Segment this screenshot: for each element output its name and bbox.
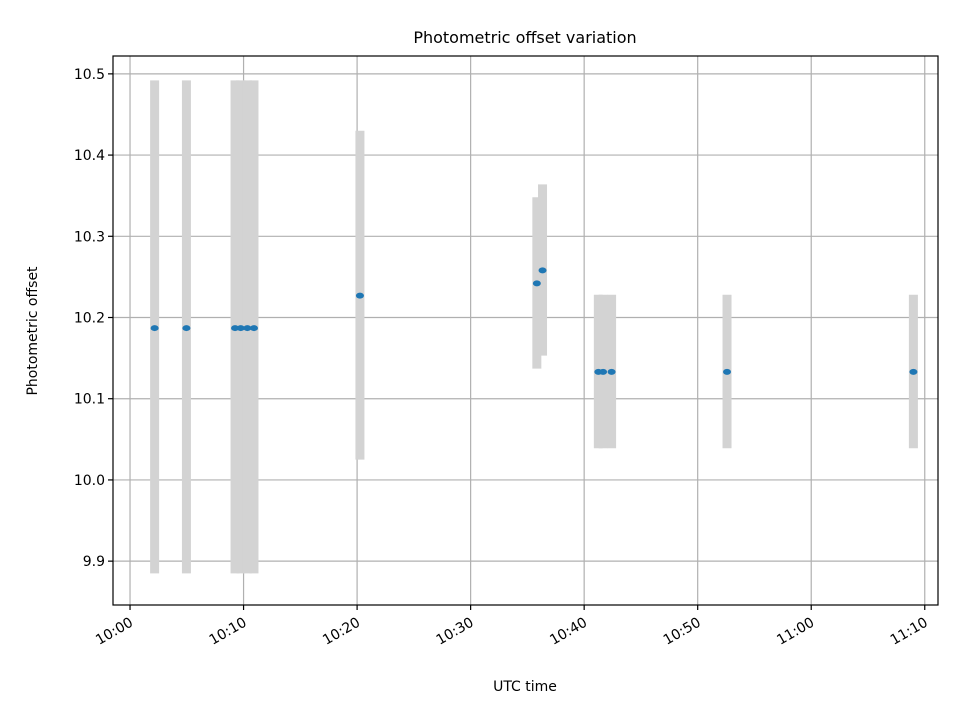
- y-tick-label: 10.3: [74, 229, 105, 245]
- y-tick-label: 10.2: [74, 311, 105, 327]
- data-points: [150, 267, 918, 375]
- y-tick-label: 10.4: [74, 148, 105, 164]
- x-axis-ticks: 10:00 10:10 10:20 10:30 10:40 10:50 11:00 11:10: [93, 605, 931, 649]
- x-tick-label: 10:10: [207, 615, 250, 649]
- y-axis-label: Photometric offset: [25, 266, 41, 396]
- plot-frame: [112, 55, 939, 606]
- x-tick-label: 10:50: [661, 615, 704, 649]
- chart-title: Photometric offset variation: [413, 28, 636, 47]
- x-tick-label: 10:00: [93, 615, 136, 649]
- x-tick-label: 10:20: [320, 615, 363, 649]
- y-tick-label: 10.1: [74, 392, 105, 408]
- x-tick-label: 11:10: [888, 615, 931, 649]
- x-tick-label: 10:30: [434, 615, 477, 649]
- data-point: [532, 280, 541, 287]
- data-point: [909, 368, 918, 375]
- data-point: [538, 267, 547, 274]
- y-tick-label: 9.9: [83, 554, 105, 570]
- x-axis-label: UTC time: [493, 679, 557, 695]
- data-point: [231, 325, 240, 332]
- y-axis-ticks: 9.9 10.0 10.1 10.2 10.3 10.4 10.5: [74, 67, 113, 570]
- data-point: [723, 368, 732, 375]
- data-point: [243, 325, 252, 332]
- data-point: [249, 325, 258, 332]
- data-point: [607, 368, 616, 375]
- error-bars: [150, 80, 918, 574]
- x-tick-label: 10:40: [547, 615, 590, 649]
- y-tick-label: 10.0: [74, 473, 105, 489]
- y-tick-label: 10.5: [74, 67, 105, 83]
- data-point: [355, 292, 364, 299]
- data-point: [150, 325, 159, 332]
- data-point: [599, 368, 608, 375]
- x-tick-label: 11:00: [774, 615, 817, 649]
- data-point: [182, 325, 191, 332]
- data-point: [236, 325, 245, 332]
